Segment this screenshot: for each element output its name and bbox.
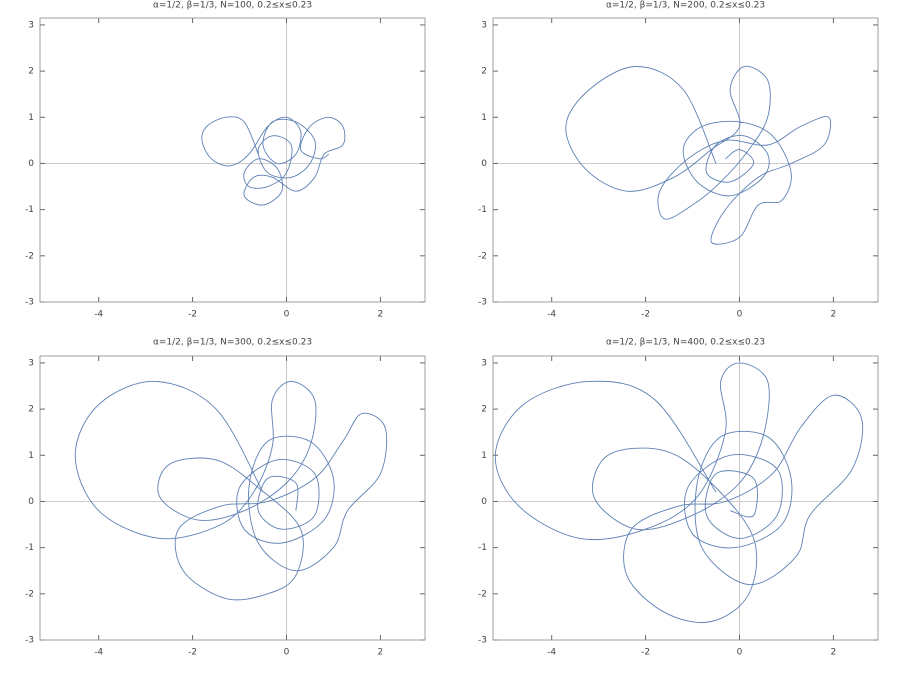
y-tick-label: -3 [25, 636, 34, 646]
y-tick-label: 2 [28, 405, 34, 415]
x-tick-label: -4 [547, 310, 556, 320]
chart-title: α=1/2, β=1/3, N=400, 0.2≤x≤0.23 [606, 338, 765, 348]
y-tick-label: -3 [25, 298, 34, 308]
y-tick-label: -1 [478, 205, 487, 215]
y-tick-label: 1 [481, 451, 487, 461]
y-tick-label: 1 [28, 451, 34, 461]
y-tick-label: 2 [481, 67, 487, 77]
y-tick-label: 0 [28, 497, 34, 507]
x-tick-label: 2 [378, 648, 384, 658]
y-tick-label: 2 [481, 405, 487, 415]
y-tick-label: 1 [28, 113, 34, 123]
y-tick-label: 0 [481, 159, 487, 169]
x-tick-label: 2 [831, 310, 837, 320]
y-tick-label: -2 [25, 251, 34, 261]
x-tick-label: 0 [737, 648, 743, 658]
plot-frame [39, 355, 426, 641]
curve [565, 65, 832, 245]
curve [494, 362, 864, 623]
x-tick-label: -2 [641, 648, 650, 658]
x-tick-label: 0 [284, 310, 290, 320]
curve [74, 380, 388, 601]
y-tick-label: 3 [481, 20, 487, 30]
plot-frame [492, 355, 879, 641]
y-tick-label: 2 [28, 67, 34, 77]
y-tick-label: -1 [478, 543, 487, 553]
panel: α=1/2, β=1/3, N=400, 0.2≤x≤0.23 -4 -2 0 2 -3 -… [478, 338, 879, 658]
x-tick-label: -2 [188, 310, 197, 320]
y-tick-label: -3 [478, 636, 487, 646]
chart-title: α=1/2, β=1/3, N=300, 0.2≤x≤0.23 [153, 338, 312, 348]
x-tick-label: -2 [641, 310, 650, 320]
x-tick-label: 0 [284, 648, 290, 658]
y-tick-label: -1 [25, 543, 34, 553]
y-tick-label: -1 [25, 205, 34, 215]
chart-title: α=1/2, β=1/3, N=100, 0.2≤x≤0.23 [153, 1, 312, 11]
y-tick-label: -3 [478, 298, 487, 308]
y-tick-label: 3 [28, 358, 34, 368]
plot-frame [39, 17, 426, 303]
panel: α=1/2, β=1/3, N=200, 0.2≤x≤0.23 -4 -2 0 2 -3 -… [478, 1, 879, 320]
x-tick-label: -4 [547, 648, 556, 658]
plot-frame [492, 17, 879, 303]
x-tick-label: -4 [94, 648, 103, 658]
y-tick-label: -2 [478, 589, 487, 599]
y-tick-label: 0 [28, 159, 34, 169]
panel: α=1/2, β=1/3, N=300, 0.2≤x≤0.23 -4 -2 0 2 -3 -… [25, 338, 426, 658]
y-tick-label: -2 [478, 251, 487, 261]
x-tick-label: -4 [94, 310, 103, 320]
y-tick-label: -2 [25, 589, 34, 599]
y-tick-label: 1 [481, 113, 487, 123]
curve [201, 116, 346, 206]
chart-title: α=1/2, β=1/3, N=200, 0.2≤x≤0.23 [606, 1, 765, 11]
y-tick-label: 0 [481, 497, 487, 507]
x-tick-label: 2 [831, 648, 837, 658]
x-tick-label: -2 [188, 648, 197, 658]
x-tick-label: 0 [737, 310, 743, 320]
y-tick-label: 3 [481, 358, 487, 368]
panel: α=1/2, β=1/3, N=100, 0.2≤x≤0.23 -4 -2 0 2 -3 -… [25, 1, 426, 320]
y-tick-label: 3 [28, 20, 34, 30]
x-tick-label: 2 [378, 310, 384, 320]
